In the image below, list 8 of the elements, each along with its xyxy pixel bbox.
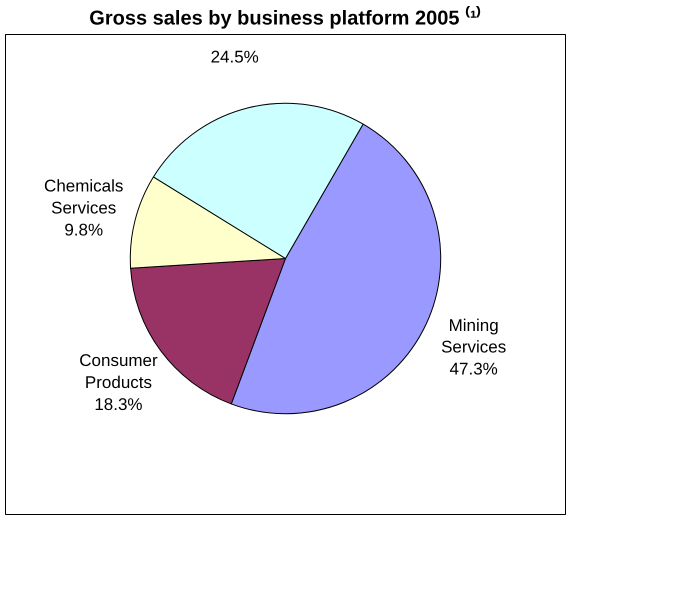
data-label: 18.3% [94, 394, 143, 414]
data-label: 24.5% [210, 47, 259, 66]
data-label: 47.3% [450, 359, 498, 378]
chart-title: Gross sales by business platform 2005 ⁽¹⁾ [89, 6, 482, 30]
data-label: 9.8% [64, 220, 104, 240]
slice-label: Chemicals Services [44, 176, 124, 218]
slice-label: Consumer Products [79, 351, 158, 392]
slice-label: Mining Services [441, 316, 506, 357]
